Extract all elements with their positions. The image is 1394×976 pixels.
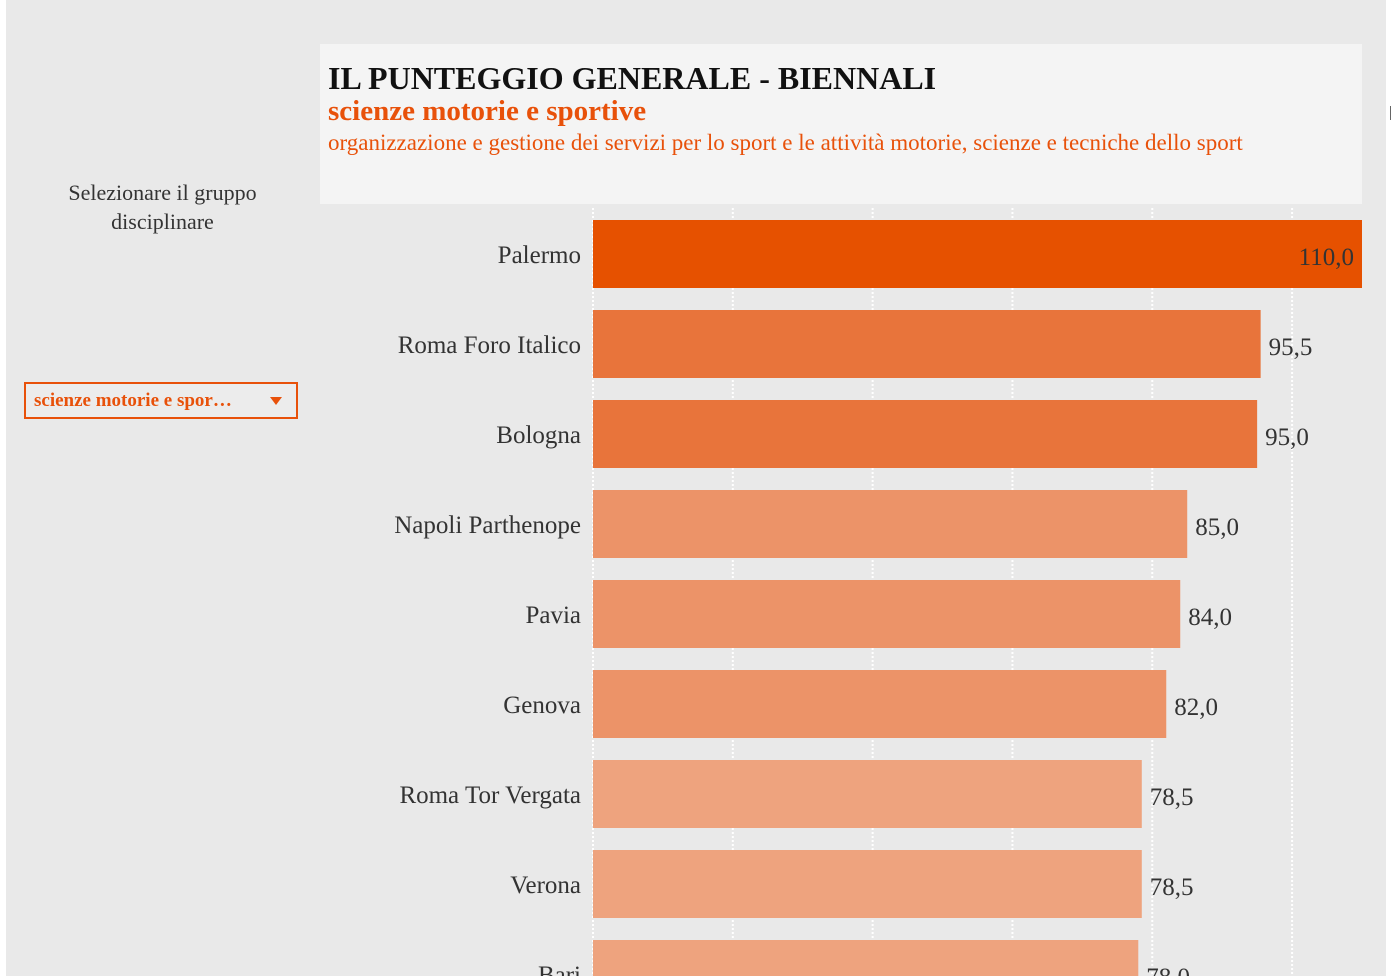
value-label: 110,0	[1299, 244, 1354, 271]
bar-palermo[interactable]	[593, 220, 1362, 288]
value-label: 84,0	[1188, 604, 1232, 631]
category-label: Bari	[538, 962, 581, 976]
value-label: 85,0	[1195, 514, 1239, 541]
value-label: 95,0	[1265, 424, 1309, 451]
bar-bari[interactable]	[593, 940, 1139, 976]
bar-bologna[interactable]	[593, 400, 1258, 468]
category-label: Roma Foro Italico	[398, 332, 581, 359]
chart-description: organizzazione e gestione dei servizi pe…	[328, 130, 1243, 155]
discipline-group-dropdown[interactable]: scienze motorie e spor…	[24, 382, 298, 419]
scroll-edge-mark	[1390, 106, 1391, 120]
bar-roma-foro-italico[interactable]	[593, 310, 1261, 378]
category-label: Genova	[503, 692, 581, 719]
category-label: Verona	[510, 872, 581, 899]
bar-verona[interactable]	[593, 850, 1142, 918]
category-label: Roma Tor Vergata	[399, 782, 581, 809]
chevron-down-icon	[270, 396, 282, 405]
value-label: 82,0	[1174, 694, 1218, 721]
category-label: Bologna	[496, 422, 581, 449]
value-label: 95,5	[1269, 334, 1313, 361]
dropdown-selected-value: scienze motorie e spor…	[34, 389, 232, 411]
value-label: 78,5	[1150, 874, 1194, 901]
category-label: Pavia	[525, 602, 581, 629]
chart-title: IL PUNTEGGIO GENERALE - BIENNALI	[328, 60, 937, 96]
value-label: 78,0	[1146, 964, 1190, 976]
value-label: 78,5	[1150, 784, 1194, 811]
bar-roma-tor-vergata[interactable]	[593, 760, 1142, 828]
chart-header: IL PUNTEGGIO GENERALE - BIENNALI scienze…	[320, 44, 1362, 204]
bar-napoli-parthenope[interactable]	[593, 490, 1188, 558]
category-label: Napoli Parthenope	[394, 512, 581, 539]
bar-pavia[interactable]	[593, 580, 1181, 648]
chart-subtitle: scienze motorie e sportive	[328, 95, 647, 127]
category-label: Palermo	[498, 242, 581, 269]
bar-genova[interactable]	[593, 670, 1167, 738]
filter-label: Selezionare il gruppo disciplinare	[68, 180, 257, 234]
